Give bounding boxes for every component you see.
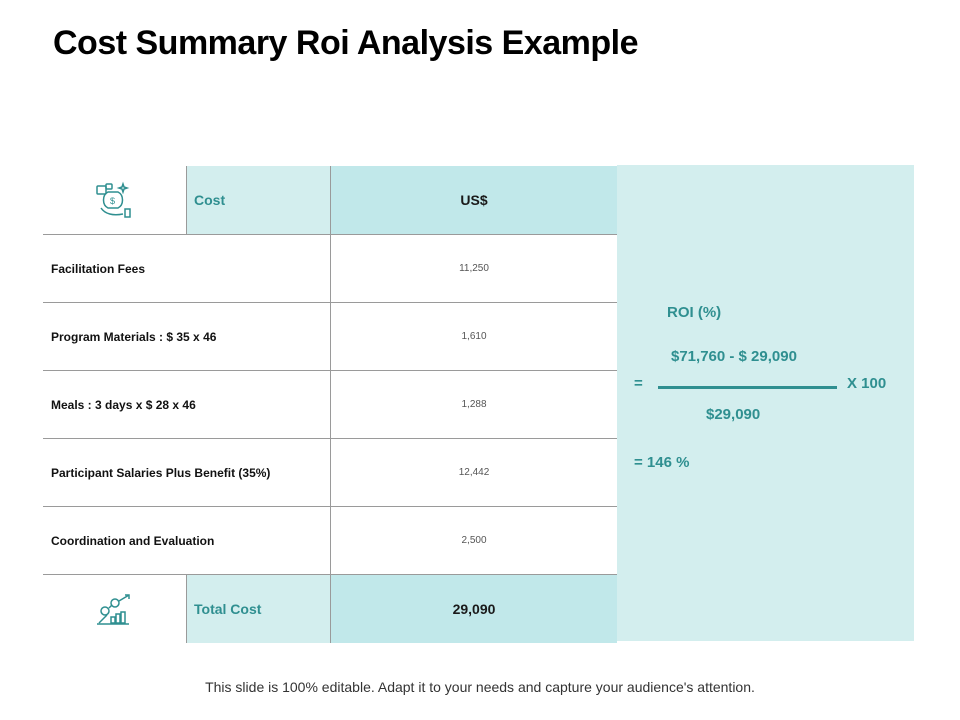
cost-item-label: Participant Salaries Plus Benefit (35%): [43, 439, 331, 506]
footer-note: This slide is 100% editable. Adapt it to…: [205, 679, 755, 695]
cost-item-value: 11,250: [459, 263, 489, 274]
svg-text:$: $: [110, 196, 115, 206]
total-cost-value: 29,090: [331, 575, 617, 643]
growth-coins-icon: [43, 575, 187, 643]
roi-multiplier: X 100: [847, 375, 887, 392]
page-title: Cost Summary Roi Analysis Example: [53, 24, 639, 62]
fraction-bar: [658, 386, 837, 389]
table-row: Facilitation Fees 11,250: [43, 235, 617, 303]
roi-numerator: $71,760 - $ 29,090: [671, 348, 797, 365]
roi-panel: ROI (%) $71,760 - $ 29,090 = X 100 $29,0…: [617, 165, 914, 641]
cost-item-label: Meals : 3 days x $ 28 x 46: [43, 371, 331, 438]
table-row: Coordination and Evaluation 2,500: [43, 507, 617, 575]
roi-equals-sign: =: [634, 375, 643, 392]
table-row: Meals : 3 days x $ 28 x 46 1,288: [43, 371, 617, 439]
cost-item-label: Coordination and Evaluation: [43, 507, 331, 574]
cost-column-header: Cost: [187, 166, 331, 234]
cost-item-label: Program Materials : $ 35 x 46: [43, 303, 331, 370]
cost-item-value: 2,500: [461, 535, 487, 546]
money-bag-hand-icon: $: [43, 166, 187, 234]
table-row: Program Materials : $ 35 x 46 1,610: [43, 303, 617, 371]
roi-title: ROI (%): [667, 304, 722, 321]
table-header-row: $ Cost US$: [43, 166, 617, 235]
total-cost-label: Total Cost: [187, 575, 331, 643]
currency-column-header: US$: [331, 166, 617, 234]
table-total-row: Total Cost 29,090: [43, 575, 617, 643]
table-row: Participant Salaries Plus Benefit (35%) …: [43, 439, 617, 507]
roi-result: = 146 %: [634, 454, 690, 471]
cost-item-value: 1,288: [461, 399, 487, 410]
cost-table: $ Cost US$ Facilitation Fees 11,250 Prog…: [43, 166, 617, 643]
cost-item-label: Facilitation Fees: [43, 235, 331, 302]
cost-item-value: 12,442: [458, 467, 490, 478]
roi-denominator: $29,090: [706, 406, 761, 423]
cost-item-value: 1,610: [461, 331, 487, 342]
